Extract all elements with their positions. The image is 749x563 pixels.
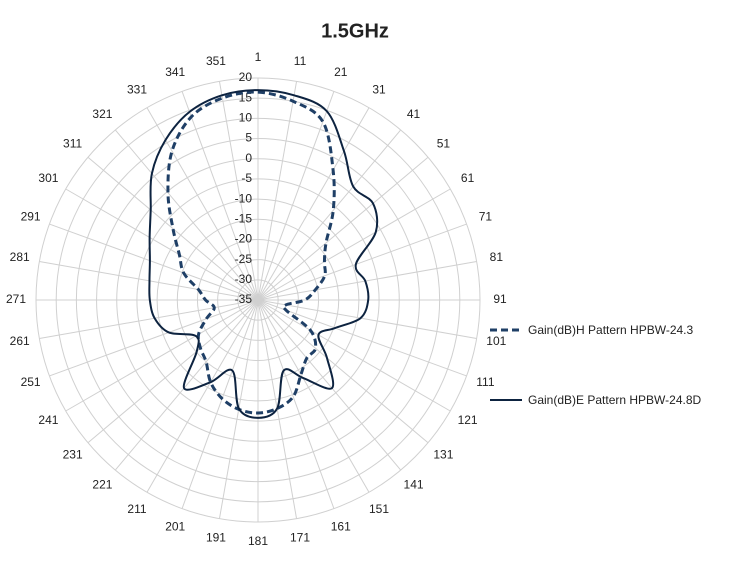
angle-label: 161: [331, 520, 351, 534]
spoke: [87, 299, 259, 444]
angle-label: 251: [21, 375, 41, 389]
angle-label: 291: [21, 209, 41, 223]
angle-label: 301: [38, 171, 58, 185]
spoke: [257, 188, 451, 301]
angle-label: 311: [63, 137, 82, 151]
spoke: [257, 223, 467, 301]
angle-label: 101: [486, 334, 506, 348]
spoke: [65, 299, 259, 412]
r-tick-label: -5: [241, 171, 252, 185]
spoke: [257, 299, 467, 377]
angle-label: 221: [92, 478, 112, 492]
spoke: [181, 91, 259, 301]
angle-label: 131: [433, 448, 453, 462]
spoke: [257, 299, 335, 509]
spoke: [257, 260, 477, 301]
angle-label: 11: [294, 54, 307, 68]
angle-label: 331: [127, 83, 147, 97]
r-tick-label: -20: [235, 232, 253, 246]
angle-label: 141: [404, 478, 424, 492]
spoke: [257, 299, 370, 493]
spoke: [181, 299, 259, 509]
angle-label: 71: [479, 209, 493, 223]
spoke: [114, 129, 259, 301]
r-tick-label: -15: [235, 211, 253, 225]
angle-label: 181: [248, 534, 268, 548]
r-tick-label: 5: [245, 131, 252, 145]
legend-label: Gain(dB)E Pattern HPBW-24.8D: [528, 393, 702, 407]
angle-label: 321: [92, 107, 112, 121]
r-tick-label: -10: [235, 191, 253, 205]
spoke: [49, 223, 259, 301]
angle-label: 351: [206, 54, 226, 68]
angle-label: 61: [461, 171, 475, 185]
spoke: [257, 299, 429, 444]
angle-label: 201: [165, 520, 185, 534]
chart-title: 1.5GHz: [321, 20, 389, 42]
angle-label: 231: [63, 448, 83, 462]
angle-label: 111: [476, 375, 495, 389]
angle-label: 1: [255, 50, 262, 64]
spoke: [218, 81, 259, 301]
spoke: [257, 299, 451, 412]
spoke: [257, 299, 402, 471]
r-tick-label: -35: [235, 292, 253, 306]
angle-label: 91: [493, 292, 507, 306]
angle-label: 31: [372, 83, 386, 97]
r-tick-label: 10: [239, 111, 253, 125]
series-line: [166, 90, 336, 415]
spoke: [39, 299, 259, 340]
spoke: [257, 81, 298, 301]
angle-label: 271: [6, 292, 26, 306]
spoke: [49, 299, 259, 377]
angle-label: 281: [10, 250, 30, 264]
angle-label: 341: [165, 65, 185, 79]
r-tick-label: 0: [245, 151, 252, 165]
angle-label: 21: [334, 65, 348, 79]
angle-label: 151: [369, 502, 389, 516]
angle-label: 191: [206, 530, 226, 544]
spoke: [257, 156, 429, 301]
series-line: [148, 89, 379, 419]
spoke: [114, 299, 259, 471]
angle-label: 41: [407, 107, 421, 121]
angle-label: 51: [437, 137, 451, 151]
angle-label: 121: [458, 413, 478, 427]
r-tick-label: 20: [239, 70, 253, 84]
spoke: [146, 299, 259, 493]
angle-label: 261: [10, 334, 30, 348]
spoke: [257, 299, 477, 340]
spoke: [257, 129, 402, 301]
spoke: [257, 91, 335, 301]
legend-label: Gain(dB)H Pattern HPBW-24.3: [528, 323, 694, 337]
angle-label: 241: [38, 413, 58, 427]
angle-label: 171: [290, 530, 310, 544]
r-tick-label: -30: [235, 272, 253, 286]
spoke: [65, 188, 259, 301]
angle-label: 81: [490, 250, 504, 264]
angle-label: 211: [127, 502, 146, 516]
spoke: [257, 107, 370, 301]
r-tick-label: -25: [235, 252, 253, 266]
